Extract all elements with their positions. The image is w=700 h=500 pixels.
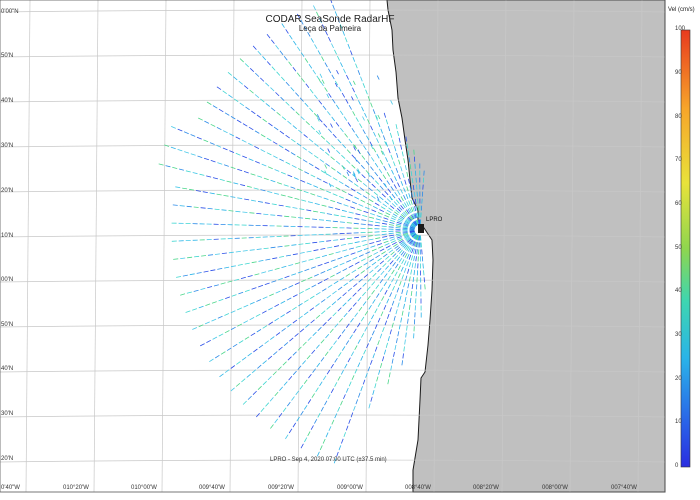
colorbar-tick: 30 [675, 332, 682, 338]
colorbar-tick: 90 [675, 70, 682, 76]
lat-label: 20'N [1, 188, 14, 194]
lat-label: 30'N [1, 411, 14, 417]
colorbar-tick: 40 [675, 288, 682, 294]
lon-label: 009°20'W [268, 485, 294, 491]
station-marker [418, 224, 424, 233]
lon-label: 007°40'W [611, 485, 637, 491]
colorbar-tick: 70 [675, 157, 682, 163]
station-label: LPRO [426, 217, 443, 223]
lon-label: 010°20'W [63, 485, 89, 491]
lon-label: 008°00'W [542, 485, 568, 491]
colorbar-tick: 10 [675, 419, 682, 425]
timestamp-label: LPRO - Sep 4, 2020 07:00 UTC (±37.5 min) [270, 457, 387, 463]
colorbar-tick: 80 [675, 114, 682, 120]
lon-label: 0'40"W [1, 485, 20, 491]
land-polygon [386, 0, 666, 493]
colorbar-tick: 60 [675, 201, 682, 207]
map-subtitle: Leça da Palmeira [298, 24, 362, 33]
colorbar-title: Vel (cm/s) [668, 7, 695, 13]
lon-label: 010°00'W [131, 485, 157, 491]
graticule [0, 0, 666, 493]
colorbar-tick: 20 [675, 376, 682, 382]
lat-label: 20'N [1, 456, 14, 462]
lat-label: 40'N [1, 366, 14, 372]
colorbar [680, 29, 691, 468]
lat-label: 30'N [1, 143, 14, 149]
map-title: CODAR SeaSonde RadarHF [265, 14, 395, 25]
lat-label: 00'N [1, 277, 14, 283]
lat-label: 50'N [1, 322, 14, 328]
lat-label: 40'N [1, 98, 14, 104]
lon-label: 008°20'W [473, 485, 499, 491]
lon-label: 008°40'W [405, 485, 431, 491]
current-vectors [158, 0, 426, 464]
lon-label: 009°40'W [199, 485, 225, 491]
lat-label: 0'00"N [1, 9, 19, 15]
colorbar-tick: 0 [675, 463, 679, 469]
lat-label: 10'N [1, 233, 14, 239]
colorbar-tick: 100 [675, 26, 686, 32]
lat-label: 50'N [1, 53, 14, 59]
lon-label: 009°00'W [337, 485, 363, 491]
colorbar-tick: 50 [675, 245, 682, 251]
